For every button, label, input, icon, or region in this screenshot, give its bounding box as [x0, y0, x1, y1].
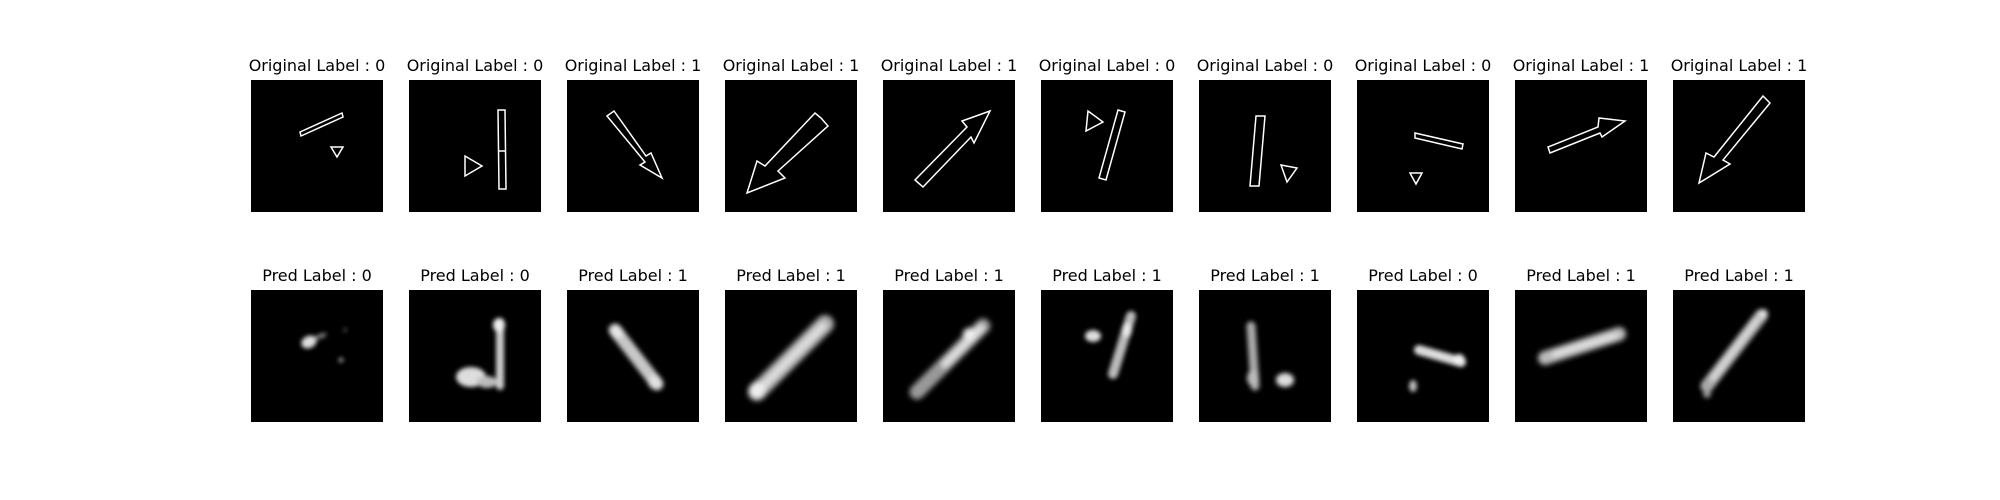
panel-title: Original Label : 1	[1512, 56, 1650, 75]
panel-title: Pred Label : 1	[894, 266, 1004, 285]
panel-title: Original Label : 0	[1196, 56, 1334, 75]
panel-title: Original Label : 0	[248, 56, 386, 75]
panel-title: Pred Label : 1	[578, 266, 688, 285]
pred-image-8	[1357, 290, 1489, 422]
pred-image-7	[1199, 290, 1331, 422]
panel-title: Pred Label : 1	[1684, 266, 1794, 285]
pred-image-10	[1673, 290, 1805, 422]
panel-title: Pred Label : 1	[1526, 266, 1636, 285]
panel-title: Original Label : 0	[1354, 56, 1492, 75]
panel-title: Original Label : 1	[1670, 56, 1808, 75]
pred-image-9	[1515, 290, 1647, 422]
panel-title: Pred Label : 0	[262, 266, 372, 285]
pred-image-3	[567, 290, 699, 422]
original-image-10	[1673, 80, 1805, 212]
panel-title: Pred Label : 1	[736, 266, 846, 285]
panel-title: Pred Label : 0	[1368, 266, 1478, 285]
original-image-7	[1199, 80, 1331, 212]
pred-image-2	[409, 290, 541, 422]
pred-image-6	[1041, 290, 1173, 422]
pred-image-1	[251, 290, 383, 422]
panel-title: Original Label : 1	[722, 56, 860, 75]
panel-title: Pred Label : 0	[420, 266, 530, 285]
original-image-6	[1041, 80, 1173, 212]
pred-image-5	[883, 290, 1015, 422]
original-image-1	[251, 80, 383, 212]
panel-title: Pred Label : 1	[1210, 266, 1320, 285]
panel-title: Original Label : 0	[406, 56, 544, 75]
original-image-3	[567, 80, 699, 212]
original-image-4	[725, 80, 857, 212]
panel-title: Original Label : 1	[880, 56, 1018, 75]
original-image-2	[409, 80, 541, 212]
original-image-5	[883, 80, 1015, 212]
original-image-8	[1357, 80, 1489, 212]
pred-image-4	[725, 290, 857, 422]
original-image-9	[1515, 80, 1647, 212]
panel-title: Pred Label : 1	[1052, 266, 1162, 285]
panel-title: Original Label : 0	[1038, 56, 1176, 75]
panel-title: Original Label : 1	[564, 56, 702, 75]
